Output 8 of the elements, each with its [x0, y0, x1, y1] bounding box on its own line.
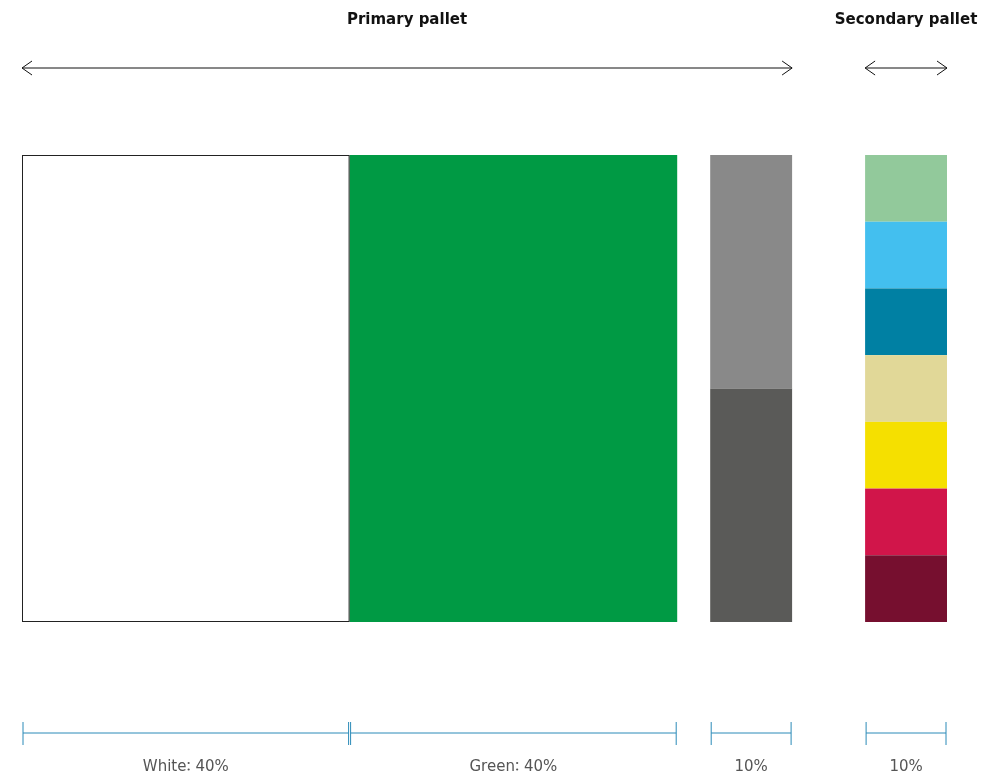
text: Secondary pallet — [834, 10, 978, 28]
data-label: 10% — [734, 757, 768, 774]
data-label: 10% — [889, 757, 923, 774]
category-label: Green — [469, 757, 515, 774]
text: Primary pallet — [346, 10, 468, 28]
category-label: White — [142, 757, 187, 774]
data-label: 40% — [195, 757, 229, 774]
data-label: 40% — [523, 757, 558, 774]
